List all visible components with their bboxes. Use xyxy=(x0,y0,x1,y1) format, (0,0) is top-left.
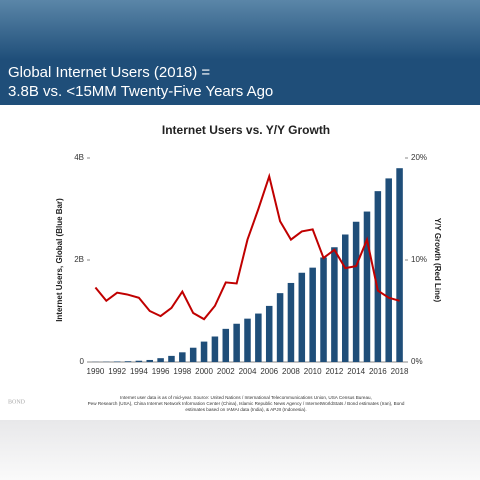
x-tick-label: 2002 xyxy=(217,367,235,376)
slide-title: Global Internet Users (2018) = xyxy=(8,64,210,81)
bar xyxy=(331,247,338,362)
y-tick-label: 4B xyxy=(74,153,84,162)
bar xyxy=(309,267,316,362)
x-tick-label: 2014 xyxy=(347,367,365,376)
x-tick-label: 1992 xyxy=(108,367,126,376)
bar xyxy=(222,328,230,362)
footnote-line: Pew Research (USA), China Internet Netwo… xyxy=(88,401,405,406)
bar xyxy=(276,293,284,362)
bar xyxy=(124,361,132,362)
y2-tick-label: 20% xyxy=(411,153,427,162)
slide-title: 3.8B vs. <15MM Twenty-Five Years Ago xyxy=(8,83,273,100)
bar xyxy=(374,191,382,362)
y2-tick-label: 0% xyxy=(411,357,423,366)
bar xyxy=(244,318,251,362)
x-tick-label: 2016 xyxy=(369,367,387,376)
bar xyxy=(168,355,175,362)
footnote: Internet user data is as of mid-year. So… xyxy=(88,395,405,412)
y-tick-label: 0 xyxy=(80,357,85,366)
bar xyxy=(298,272,306,362)
x-tick-label: 2004 xyxy=(239,367,257,376)
x-tick-label: 2018 xyxy=(391,367,409,376)
bar xyxy=(113,361,121,362)
footnote-line: estimates based on IAMAI data (India), &… xyxy=(185,407,306,412)
bottom-band xyxy=(0,420,480,480)
top-band xyxy=(0,0,480,60)
bar xyxy=(265,305,273,362)
y-axis-label: Internet Users, Global (Blue Bar) xyxy=(55,198,64,322)
bar xyxy=(396,168,403,362)
x-tick-label: 2000 xyxy=(195,367,213,376)
bar xyxy=(211,336,219,362)
bar xyxy=(157,358,164,362)
logo: BOND xyxy=(8,399,26,405)
growth-line xyxy=(94,172,400,321)
x-tick-label: 2010 xyxy=(304,367,322,376)
x-tick-label: 1994 xyxy=(130,367,148,376)
title-band xyxy=(0,60,480,105)
bar xyxy=(255,313,262,362)
bar xyxy=(146,359,153,362)
bar xyxy=(233,323,240,362)
bar xyxy=(189,347,197,362)
y2-axis-label: Y/Y Growth (Red Line) xyxy=(433,218,442,303)
bar xyxy=(352,221,360,362)
x-tick-label: 1990 xyxy=(87,367,105,376)
chart-title: Internet Users vs. Y/Y Growth xyxy=(162,123,330,137)
bar xyxy=(179,352,186,362)
bar xyxy=(320,257,327,362)
x-tick-label: 1998 xyxy=(173,367,191,376)
y-tick-label: 2B xyxy=(74,255,84,264)
footnote-line: Internet user data is as of mid-year. So… xyxy=(120,395,372,400)
bar xyxy=(342,234,349,362)
x-tick-label: 2012 xyxy=(325,367,343,376)
bar xyxy=(200,341,208,362)
x-tick-label: 2006 xyxy=(260,367,278,376)
bar xyxy=(385,178,392,362)
y2-tick-label: 10% xyxy=(411,255,427,264)
bar xyxy=(135,360,143,362)
bar xyxy=(287,282,295,362)
bar xyxy=(363,211,371,362)
x-tick-label: 2008 xyxy=(282,367,300,376)
x-tick-label: 1996 xyxy=(152,367,170,376)
